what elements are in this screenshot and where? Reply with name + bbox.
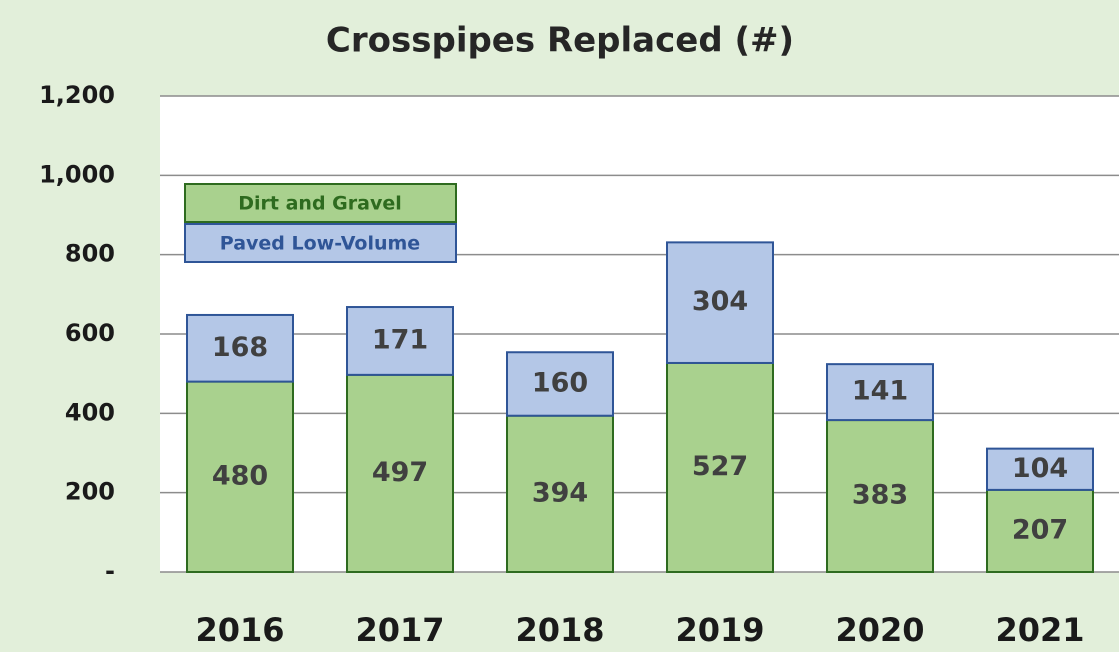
bar-segment — [506, 351, 614, 417]
bar-segment — [186, 313, 294, 383]
x-tick-label: 2019 — [675, 611, 764, 649]
legend-label: Paved Low-Volume — [220, 233, 420, 255]
data-label: 160 — [532, 367, 588, 398]
y-tick-label: 600 — [65, 319, 115, 347]
bar-segment — [826, 363, 934, 422]
y-tick-label: 800 — [65, 240, 115, 268]
data-label: 394 — [532, 477, 588, 508]
y-tick-label: - — [105, 557, 115, 585]
data-label: 168 — [212, 332, 268, 363]
legend-swatch — [184, 223, 457, 263]
bar-segment — [986, 447, 1094, 491]
y-tick-label: 400 — [65, 398, 115, 426]
bar-segment — [186, 380, 294, 573]
y-tick-label: 1,000 — [39, 160, 115, 188]
x-tick-label: 2017 — [355, 611, 444, 649]
legend-swatch — [184, 183, 457, 223]
bar-segment — [666, 361, 774, 573]
chart-title: Crosspipes Replaced (#) — [326, 21, 794, 61]
y-tick-label: 1,200 — [39, 81, 115, 109]
data-label: 141 — [852, 376, 908, 407]
legend-label: Dirt and Gravel — [238, 193, 402, 215]
y-tick-label: 200 — [65, 478, 115, 506]
data-label: 104 — [1012, 453, 1068, 484]
x-tick-label: 2020 — [835, 611, 924, 649]
data-label: 480 — [212, 460, 268, 491]
x-tick-label: 2018 — [515, 611, 604, 649]
data-label: 383 — [852, 480, 908, 511]
x-tick-label: 2016 — [195, 611, 284, 649]
data-label: 207 — [1012, 514, 1068, 545]
bar-segment — [346, 306, 454, 376]
bar-segment — [346, 373, 454, 573]
bar-segment — [666, 241, 774, 364]
data-label: 304 — [692, 286, 748, 317]
bar-segment — [506, 414, 614, 574]
data-label: 171 — [372, 324, 428, 355]
x-tick-label: 2021 — [995, 611, 1084, 649]
data-label: 527 — [692, 451, 748, 482]
data-label: 497 — [372, 457, 428, 488]
bar-segment — [826, 419, 934, 573]
